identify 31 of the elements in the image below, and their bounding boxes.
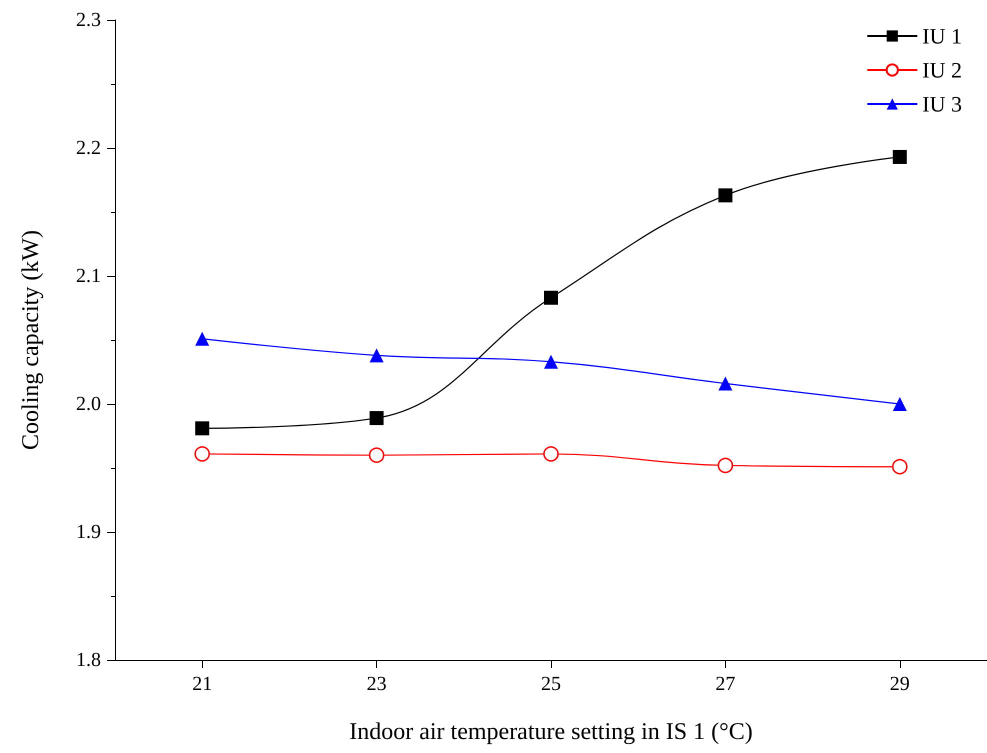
point (543, 446, 559, 462)
point (892, 458, 908, 474)
point (718, 376, 732, 391)
point (892, 397, 907, 411)
legend-label: IU 3 (922, 92, 962, 116)
y-tick-label: 2.3 (76, 9, 101, 31)
point (544, 290, 558, 305)
point (718, 458, 734, 474)
x-tick-label: 21 (192, 673, 212, 695)
x-axis-title: Indoor air temperature setting in IS 1 (°C) (349, 719, 753, 745)
y-tick-label: 1.9 (76, 521, 101, 543)
point (194, 446, 210, 462)
y-tick-label: 2.1 (76, 265, 101, 287)
legend-label: IU 2 (922, 58, 962, 82)
y-tick-label: 2.2 (76, 137, 101, 159)
point (718, 188, 732, 202)
point (368, 447, 384, 463)
y-tick-label: 1.8 (76, 649, 101, 671)
point (195, 421, 210, 436)
y-tick-label: 2.0 (76, 393, 101, 415)
point (544, 354, 558, 369)
point (370, 348, 384, 362)
x-tick-label: 25 (541, 673, 561, 695)
y-axis-title: Cooling capacity (kW) (18, 230, 44, 450)
legend-label: IU 1 (922, 24, 962, 48)
x-tick-label: 27 (715, 673, 736, 695)
point (370, 411, 384, 426)
point (892, 150, 907, 164)
x-tick-label: 29 (890, 673, 910, 695)
point (195, 332, 210, 346)
x-tick-label: 23 (366, 673, 387, 695)
